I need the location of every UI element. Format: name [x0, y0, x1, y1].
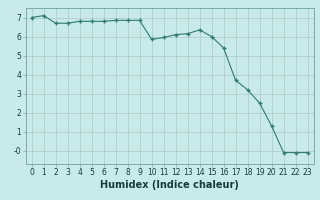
X-axis label: Humidex (Indice chaleur): Humidex (Indice chaleur) [100, 180, 239, 190]
